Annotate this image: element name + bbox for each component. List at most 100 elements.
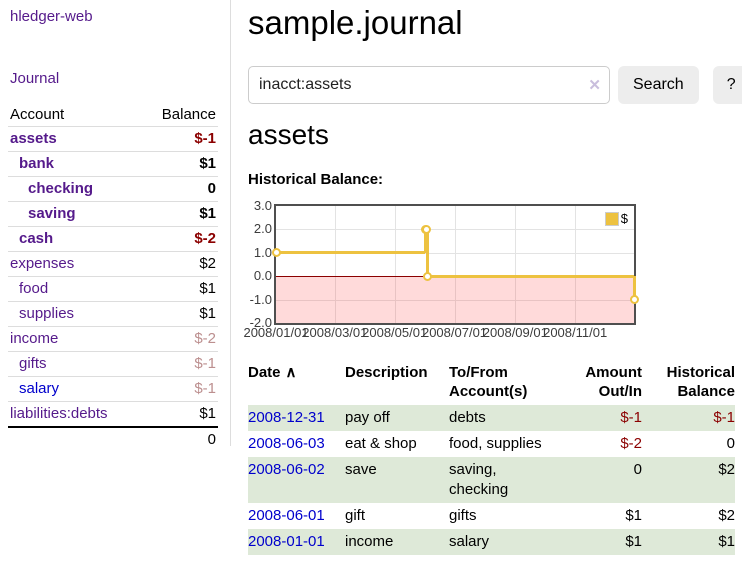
account-balance: $1 — [199, 305, 216, 322]
account-link[interactable]: liabilities:debts — [10, 405, 108, 422]
register-table: Date ∧ Description To/From Account(s) Amount O… — [248, 360, 735, 555]
register-date-cell: 2008-01-01 — [248, 529, 345, 555]
account-balance: $-1 — [194, 380, 216, 397]
search-form: ✕ Search ? — [248, 66, 742, 104]
transaction-date-link[interactable]: 2008-12-31 — [248, 409, 325, 426]
transaction-date-link[interactable]: 2008-01-01 — [248, 533, 325, 550]
account-name-cell: supplies — [8, 302, 141, 327]
y-tick-label: 3.0 — [253, 198, 272, 214]
series-segment — [276, 251, 426, 255]
table-row: 2008-06-02 save saving, checking 0 $2 — [248, 457, 735, 503]
account-balance: $1 — [199, 280, 216, 297]
account-balance: $1 — [199, 405, 216, 422]
register-accounts-cell: salary — [449, 533, 490, 550]
register-date-cell: 2008-06-02 — [248, 457, 345, 503]
register-amount-cell: $-2 — [620, 435, 642, 452]
register-amount-cell: $-1 — [620, 409, 642, 426]
account-name-cell: expenses — [8, 252, 141, 277]
register-column-amount: Amount Out/In — [585, 364, 642, 400]
account-link[interactable]: assets — [10, 130, 57, 147]
account-row: income $-2 — [8, 326, 218, 352]
transaction-date-link[interactable]: 2008-06-01 — [248, 507, 325, 524]
data-point-marker — [422, 271, 432, 281]
chart-title: Historical Balance: — [248, 171, 384, 188]
vertical-gridline — [394, 206, 396, 323]
register-description-cell: gift — [345, 507, 366, 524]
account-row: food $1 — [8, 276, 218, 302]
account-link[interactable]: saving — [28, 205, 76, 222]
account-link[interactable]: salary — [19, 380, 60, 397]
account-row: bank $1 — [8, 151, 218, 177]
account-link[interactable]: food — [19, 280, 49, 297]
account-link[interactable]: income — [10, 330, 59, 347]
register-amount-cell: $1 — [625, 507, 642, 524]
register-amount-cell: 0 — [633, 461, 642, 478]
help-button[interactable]: ? — [712, 66, 742, 104]
account-balance: $-2 — [194, 230, 216, 247]
series-segment — [423, 229, 427, 253]
sidebar: hledger-web Journal Account Balance asse… — [0, 0, 231, 448]
register-column-historical: Historical Balance — [666, 364, 735, 400]
account-name-cell: saving — [8, 202, 141, 227]
register-description-cell: pay off — [345, 409, 390, 426]
register-accounts-cell: gifts — [449, 507, 477, 524]
register-column-date[interactable]: Date ∧ — [248, 364, 297, 381]
account-balance: $-1 — [194, 355, 216, 372]
x-tick-label: 2008/11/01 — [543, 325, 608, 340]
chart-x-axis: 2008/01/01 2008/03/01 2008/05/01 2008/07/01… — [243, 325, 634, 341]
register-balance-cell: $-1 — [713, 409, 735, 426]
account-table-header-row: Account Balance — [8, 103, 218, 127]
account-total-balance: 0 — [207, 431, 216, 448]
register-balance-cell: $2 — [718, 461, 735, 478]
table-row: 2008-01-01 income salary $1 $1 — [248, 529, 735, 555]
series-segment — [425, 229, 429, 277]
register-accounts-cell: saving, checking — [449, 461, 509, 498]
account-link[interactable]: expenses — [10, 255, 75, 272]
register-amount-cell: $1 — [625, 533, 642, 550]
account-link[interactable]: supplies — [19, 305, 75, 322]
vertical-gridline — [515, 206, 517, 323]
sidebar-item-journal[interactable]: Journal — [10, 70, 60, 87]
y-tick-label: 1.0 — [253, 244, 272, 260]
data-point-marker — [271, 248, 281, 258]
transaction-date-link[interactable]: 2008-06-03 — [248, 435, 325, 452]
search-button[interactable]: Search — [618, 66, 699, 104]
x-tick-label: 2008/01/01 — [243, 325, 309, 340]
brand-link[interactable]: hledger-web — [10, 8, 93, 25]
register-balance-cell: $2 — [718, 507, 735, 524]
clear-search-icon[interactable]: ✕ — [588, 77, 601, 94]
x-tick-label: 2008/07/01 — [421, 325, 488, 340]
account-link[interactable]: gifts — [19, 355, 47, 372]
account-row: liabilities:debts $1 — [8, 401, 218, 428]
account-link[interactable]: bank — [19, 155, 55, 172]
register-description-cell: eat & shop — [345, 435, 417, 452]
account-balance: $2 — [199, 255, 216, 272]
negative-region — [276, 276, 634, 323]
account-balance: $1 — [199, 155, 216, 172]
x-tick-label: 2008/09/01 — [482, 325, 548, 340]
historical-balance-chart: $ — [271, 204, 639, 325]
account-row: assets $-1 — [8, 126, 218, 152]
vertical-gridline — [334, 206, 336, 323]
register-body: 2008-12-31 pay off debts $-1 $-1 2008-06-03 ea… — [248, 405, 735, 555]
series-segment — [632, 276, 636, 300]
transaction-date-link[interactable]: 2008-06-02 — [248, 461, 325, 478]
account-link[interactable]: checking — [28, 180, 94, 197]
account-link[interactable]: cash — [19, 230, 54, 247]
account-balance: $-2 — [194, 330, 216, 347]
search-input[interactable] — [248, 66, 610, 104]
account-name-cell: checking — [8, 177, 141, 202]
balance-column-header: Balance — [161, 106, 216, 123]
account-name-cell: cash — [8, 227, 141, 252]
register-column-tofrom: To/From Account(s) — [449, 364, 528, 400]
table-row: 2008-06-01 gift gifts $1 $2 — [248, 503, 735, 529]
register-date-cell: 2008-06-03 — [248, 431, 345, 457]
search-box: ✕ — [248, 66, 610, 104]
data-point-marker — [421, 224, 431, 234]
account-column-header: Account — [10, 106, 65, 123]
register-balance-cell: $1 — [718, 533, 735, 550]
account-balance: 0 — [207, 180, 216, 197]
account-balance: $-1 — [194, 130, 216, 147]
account-row: salary $-1 — [8, 376, 218, 402]
vertical-gridline — [575, 206, 577, 323]
